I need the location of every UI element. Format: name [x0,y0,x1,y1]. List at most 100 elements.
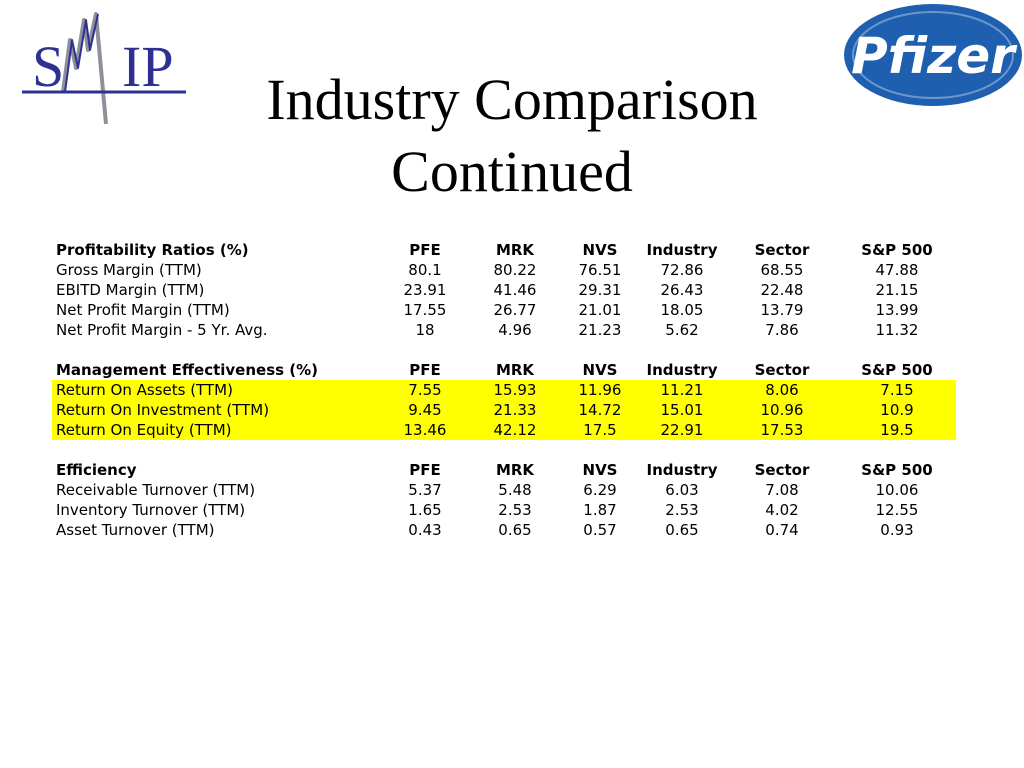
value-cell: 7.08 [765,481,799,499]
value-cell: 0.57 [583,521,617,539]
column-header: NVS [582,241,618,259]
value-cell: 47.88 [875,261,919,279]
value-cell: 11.96 [562,380,638,400]
value-cell: 17.55 [403,301,447,319]
row-label: Net Profit Margin - 5 Yr. Avg. [56,321,268,339]
table-row: Net Profit Margin - 5 Yr. Avg. 18 4.96 21.2… [52,320,956,340]
column-header: Sector [754,461,810,479]
column-header: NVS [582,361,618,379]
row-label: Return On Investment (TTM) [52,400,382,420]
value-cell: 23.91 [403,281,447,299]
value-cell: 17.5 [562,420,638,440]
value-cell: 19.5 [838,420,956,440]
row-label: Asset Turnover (TTM) [56,521,215,539]
value-cell: 0.93 [880,521,914,539]
value-cell: 15.93 [468,380,562,400]
table-row: Return On Assets (TTM) 7.55 15.93 11.96 11.2… [52,380,956,400]
value-cell: 0.74 [765,521,799,539]
column-header: Sector [754,241,810,259]
column-header: Industry [646,241,718,259]
column-header: MRK [495,361,535,379]
title-line-1: Industry Comparison [266,67,758,132]
value-cell: 18.05 [660,301,704,319]
column-header: S&P 500 [861,241,933,259]
column-header: NVS [582,461,618,479]
value-cell: 80.22 [493,261,537,279]
value-cell: 11.21 [638,380,726,400]
value-cell: 13.99 [875,301,919,319]
value-cell: 5.62 [665,321,699,339]
row-label: Gross Margin (TTM) [56,261,202,279]
value-cell: 68.55 [760,261,804,279]
column-header: S&P 500 [861,461,933,479]
column-header: Industry [646,461,718,479]
value-cell: 10.06 [875,481,919,499]
comparison-table-container: Profitability Ratios (%) PFE MRK NVS Industr… [52,240,956,540]
section-header-row: Efficiency PFE MRK NVS Industry Sector S&P 500 [52,460,956,480]
table-row: Return On Equity (TTM) 13.46 42.12 17.5 22.9… [52,420,956,440]
value-cell: 1.87 [583,501,617,519]
section-spacer [52,440,956,460]
value-cell: 12.55 [875,501,919,519]
value-cell: 6.29 [583,481,617,499]
section-title: Profitability Ratios (%) [56,241,249,259]
title-line-2: Continued [391,139,633,204]
row-label: Return On Assets (TTM) [52,380,382,400]
value-cell: 0.65 [665,521,699,539]
table-row: EBITD Margin (TTM) 23.91 41.46 29.31 26.43 22… [52,280,956,300]
row-label: EBITD Margin (TTM) [56,281,205,299]
column-header: PFE [409,361,441,379]
section-spacer [52,340,956,360]
value-cell: 13.46 [382,420,468,440]
value-cell: 7.86 [765,321,799,339]
spacer-cell [52,340,956,360]
value-cell: 4.02 [765,501,799,519]
value-cell: 7.15 [838,380,956,400]
section-title: Management Effectiveness (%) [56,361,319,379]
value-cell: 9.45 [382,400,468,420]
value-cell: 5.37 [408,481,442,499]
value-cell: 7.55 [382,380,468,400]
value-cell: 72.86 [660,261,704,279]
svg-text:S: S [32,34,64,99]
spacer-cell [52,440,956,460]
row-label: Receivable Turnover (TTM) [56,481,256,499]
value-cell: 29.31 [578,281,622,299]
value-cell: 17.53 [726,420,838,440]
column-header: Industry [646,361,718,379]
value-cell: 21.15 [875,281,919,299]
value-cell: 10.9 [838,400,956,420]
table-row: Receivable Turnover (TTM) 5.37 5.48 6.29 6.0… [52,480,956,500]
value-cell: 21.01 [578,301,622,319]
column-header: PFE [409,461,441,479]
value-cell: 41.46 [493,281,537,299]
pfizer-logo: Pfizer [843,3,1023,107]
value-cell: 26.43 [660,281,704,299]
value-cell: 22.91 [638,420,726,440]
section-title: Efficiency [56,461,137,479]
value-cell: 13.79 [760,301,804,319]
value-cell: 18 [415,321,435,339]
value-cell: 5.48 [498,481,532,499]
table-row: Asset Turnover (TTM) 0.43 0.65 0.57 0.65 0.74… [52,520,956,540]
value-cell: 10.96 [726,400,838,420]
value-cell: 21.33 [468,400,562,420]
comparison-table: Profitability Ratios (%) PFE MRK NVS Industr… [52,240,956,540]
table-row: Gross Margin (TTM) 80.1 80.22 76.51 72.86 68.… [52,260,956,280]
column-header: Sector [754,361,810,379]
table-row: Return On Investment (TTM) 9.45 21.33 14.72… [52,400,956,420]
column-header: MRK [495,461,535,479]
svg-text:Pfizer: Pfizer [851,27,1018,85]
table-row: Net Profit Margin (TTM) 17.55 26.77 21.01 18… [52,300,956,320]
row-label: Inventory Turnover (TTM) [56,501,246,519]
value-cell: 80.1 [408,261,442,279]
column-header: MRK [495,241,535,259]
value-cell: 8.06 [726,380,838,400]
value-cell: 2.53 [498,501,532,519]
value-cell: 11.32 [875,321,919,339]
value-cell: 2.53 [665,501,699,519]
value-cell: 4.96 [498,321,532,339]
value-cell: 14.72 [562,400,638,420]
table-row: Inventory Turnover (TTM) 1.65 2.53 1.87 2.53… [52,500,956,520]
value-cell: 42.12 [468,420,562,440]
